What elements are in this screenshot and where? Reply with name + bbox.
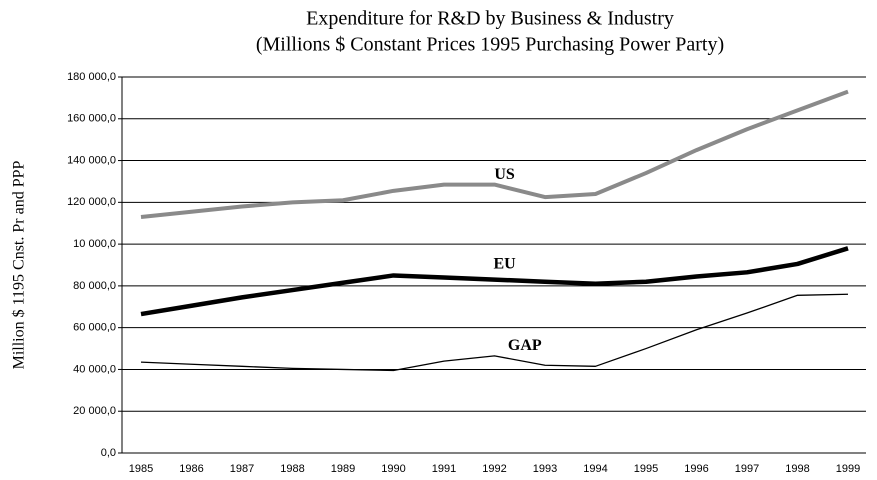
series-line bbox=[140, 246, 849, 317]
x-tick-label: 1991 bbox=[432, 463, 456, 475]
x-tick-label: 1989 bbox=[331, 463, 355, 475]
y-tick-label: 20 000,0 bbox=[73, 405, 116, 417]
series-label: EU bbox=[493, 256, 516, 273]
x-tick-label: 1990 bbox=[381, 463, 405, 475]
series-label: US bbox=[494, 166, 515, 183]
x-tick-label: 1992 bbox=[482, 463, 506, 475]
x-tick-label: 1996 bbox=[684, 463, 708, 475]
series-line bbox=[140, 89, 849, 219]
x-tick-label: 1988 bbox=[280, 463, 304, 475]
y-tick-label: 10 000,0 bbox=[73, 238, 116, 250]
x-tick-label: 1994 bbox=[583, 463, 607, 475]
x-tick-label: 1987 bbox=[230, 463, 254, 475]
y-tick-label: 160 000,0 bbox=[67, 113, 116, 125]
y-tick-label: 0,0 bbox=[101, 447, 116, 459]
x-tick-label: 1986 bbox=[179, 463, 203, 475]
x-tick-label: 1999 bbox=[836, 463, 860, 475]
x-tick-label: 1993 bbox=[533, 463, 557, 475]
y-tick-label: 80 000,0 bbox=[73, 280, 116, 292]
chart-subtitle: (Millions $ Constant Prices 1995 Purchas… bbox=[256, 34, 724, 56]
series-line bbox=[140, 293, 849, 372]
y-axis-label: Million $ 1195 Cnst. Pr and PPP bbox=[11, 161, 28, 370]
y-tick-label: 140 000,0 bbox=[67, 154, 116, 166]
y-tick-label: 120 000,0 bbox=[67, 196, 116, 208]
y-tick-label: 180 000,0 bbox=[67, 71, 116, 83]
x-tick-label: 1997 bbox=[735, 463, 759, 475]
y-tick-label: 60 000,0 bbox=[73, 322, 116, 334]
x-tick-label: 1995 bbox=[634, 463, 658, 475]
y-tick-label: 40 000,0 bbox=[73, 363, 116, 375]
series-label: GAP bbox=[508, 337, 542, 354]
x-tick-label: 1998 bbox=[785, 463, 809, 475]
x-tick-label: 1985 bbox=[129, 463, 153, 475]
chart-title: Expenditure for R&D by Business & Indust… bbox=[306, 8, 674, 30]
